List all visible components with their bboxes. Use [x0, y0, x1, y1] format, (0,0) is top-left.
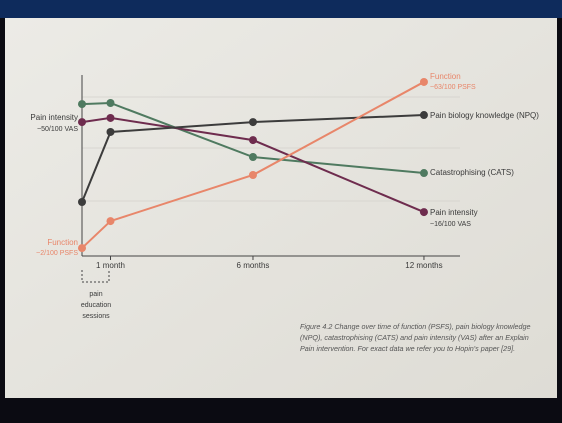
- data-point: [249, 136, 257, 144]
- series-label: Pain biology knowledge (NPQ): [430, 111, 539, 120]
- bracket-label: education: [81, 302, 111, 309]
- data-point: [78, 198, 86, 206]
- caption-line: Pain intervention. For exact data we ref…: [300, 344, 515, 353]
- data-point: [106, 128, 114, 136]
- data-point: [249, 153, 257, 161]
- data-point: [106, 217, 114, 225]
- data-point: [249, 171, 257, 179]
- data-point: [420, 111, 428, 119]
- annotation: Pain intensity: [30, 113, 78, 122]
- annotation: ~63/100 PSFS: [430, 84, 476, 91]
- x-tick-label: 12 months: [405, 261, 442, 270]
- series-label: Function: [430, 72, 461, 81]
- data-point: [420, 78, 428, 86]
- data-point: [78, 100, 86, 108]
- annotation: ~2/100 PSFS: [36, 250, 78, 257]
- data-point: [78, 118, 86, 126]
- chart: 1 month 6 months 12 months Function Pain bio…: [0, 0, 562, 423]
- annotation: ~16/100 VAS: [430, 221, 471, 228]
- data-point: [420, 208, 428, 216]
- annotation: ~50/100 VAS: [37, 126, 78, 133]
- data-point: [249, 118, 257, 126]
- annotation: Function: [47, 238, 78, 247]
- series-label: Pain intensity: [430, 208, 478, 217]
- bracket-label: sessions: [82, 313, 110, 320]
- data-point: [106, 99, 114, 107]
- top-band: [0, 0, 562, 18]
- series-label: Catastrophising (CATS): [430, 168, 514, 177]
- caption-line: Figure 4.2 Change over time of function …: [300, 322, 531, 331]
- data-point: [106, 114, 114, 122]
- x-tick-label: 6 months: [237, 261, 270, 270]
- data-point: [78, 244, 86, 252]
- data-point: [420, 169, 428, 177]
- bracket-label: pain: [89, 291, 102, 298]
- caption-line: (NPQ), catastrophising (CATS) and pain i…: [300, 333, 529, 342]
- x-tick-label: 1 month: [96, 261, 125, 270]
- page: {"chart_data": {"type": "line", "x": [0,…: [0, 0, 562, 423]
